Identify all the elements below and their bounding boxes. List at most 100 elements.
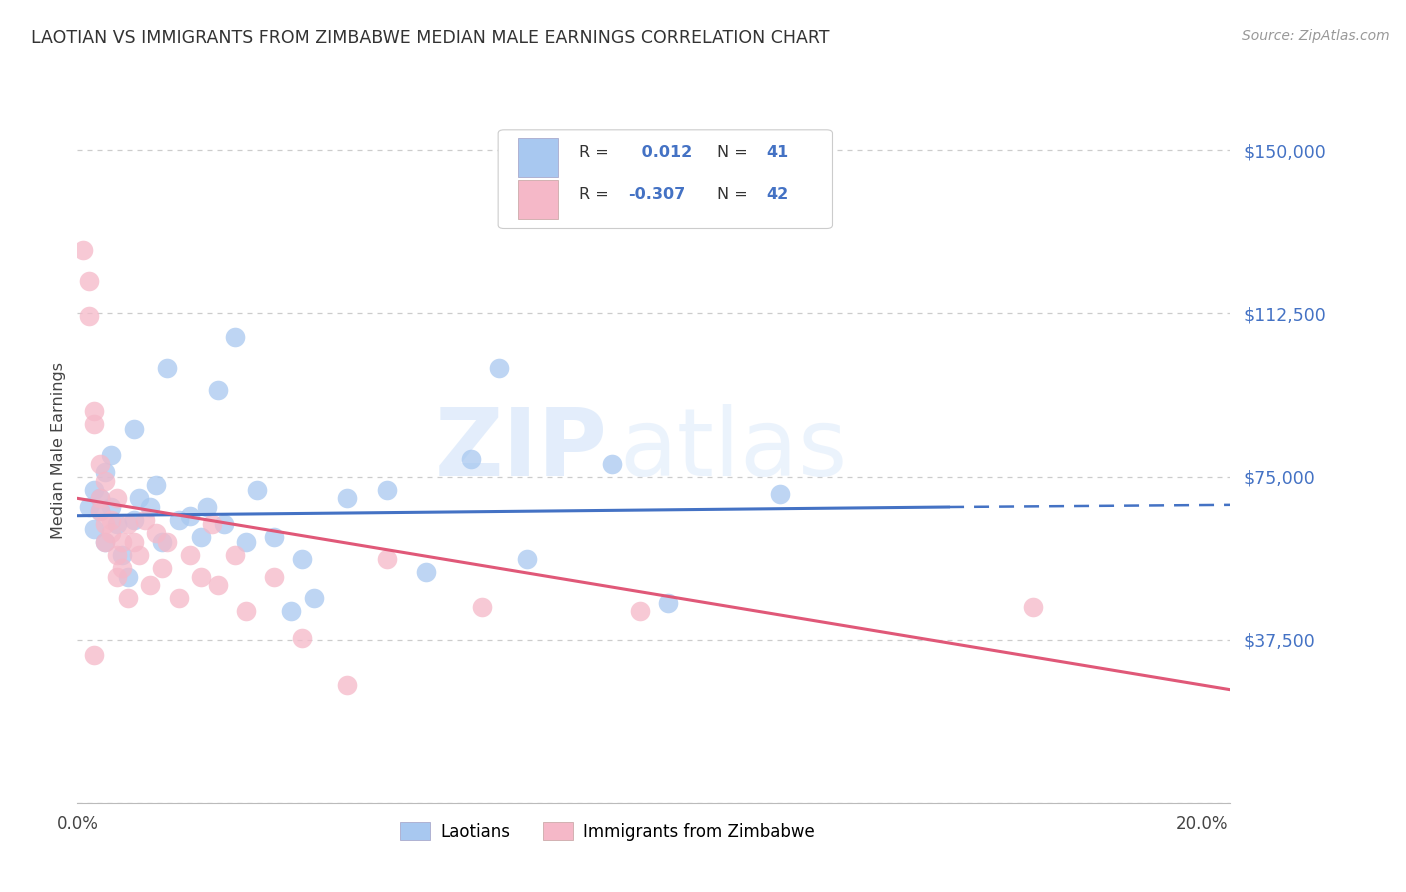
Point [375, 483, 398, 497]
Point [77, 274, 100, 288]
Point [100, 513, 122, 527]
Text: Source: ZipAtlas.com: Source: ZipAtlas.com [1241, 29, 1389, 43]
Point [83, 483, 105, 497]
Text: R =: R = [579, 145, 609, 160]
Point [150, 561, 173, 575]
Point [122, 534, 145, 549]
Point [336, 491, 359, 506]
Point [111, 534, 134, 549]
Point [89, 457, 111, 471]
Point [302, 591, 325, 606]
Text: R =: R = [579, 186, 609, 202]
Legend: Laotians, Immigrants from Zimbabwe: Laotians, Immigrants from Zimbabwe [394, 816, 823, 847]
Point [280, 604, 302, 618]
Point [122, 513, 145, 527]
Bar [517, 138, 558, 177]
Point [117, 591, 139, 606]
Point [134, 513, 156, 527]
Point [117, 517, 139, 532]
Point [291, 552, 314, 566]
Point [150, 534, 173, 549]
Point [657, 596, 679, 610]
Point [291, 631, 314, 645]
Point [167, 591, 190, 606]
Point [145, 526, 167, 541]
Point [207, 383, 229, 397]
Point [167, 513, 190, 527]
Point [105, 569, 128, 583]
Point [94, 534, 117, 549]
Point [111, 548, 134, 562]
Point [263, 531, 285, 545]
Point [77, 500, 100, 514]
Point [139, 500, 162, 514]
Point [100, 448, 122, 462]
Point [139, 578, 162, 592]
Point [83, 404, 105, 418]
Point [77, 309, 100, 323]
Text: atlas: atlas [619, 404, 848, 497]
Point [100, 500, 122, 514]
Text: 41: 41 [766, 145, 789, 160]
Point [471, 600, 494, 615]
Point [89, 491, 111, 506]
Point [145, 478, 167, 492]
Point [201, 517, 224, 532]
Point [179, 548, 201, 562]
Point [179, 508, 201, 523]
Point [94, 534, 117, 549]
Text: N =: N = [717, 145, 748, 160]
Point [105, 517, 128, 532]
Point [111, 561, 134, 575]
Text: ZIP: ZIP [434, 404, 607, 497]
Point [195, 500, 218, 514]
Text: LAOTIAN VS IMMIGRANTS FROM ZIMBABWE MEDIAN MALE EARNINGS CORRELATION CHART: LAOTIAN VS IMMIGRANTS FROM ZIMBABWE MEDI… [31, 29, 830, 46]
Point [128, 491, 150, 506]
Point [156, 360, 179, 375]
Point [628, 604, 651, 618]
Point [516, 552, 538, 566]
Point [128, 548, 150, 562]
Text: -0.307: -0.307 [628, 186, 686, 202]
Point [105, 548, 128, 562]
Point [207, 578, 229, 592]
Point [94, 517, 117, 532]
Point [488, 360, 510, 375]
Point [94, 465, 117, 479]
Point [89, 491, 111, 506]
Point [100, 526, 122, 541]
Point [235, 534, 257, 549]
Point [72, 244, 94, 258]
Point [105, 491, 128, 506]
Point [94, 474, 117, 488]
Point [460, 452, 482, 467]
Text: N =: N = [717, 186, 748, 202]
Point [235, 604, 257, 618]
Bar [517, 180, 558, 219]
Point [224, 548, 246, 562]
Point [212, 517, 235, 532]
Text: 42: 42 [766, 186, 789, 202]
Point [375, 552, 398, 566]
Text: 0.012: 0.012 [637, 145, 693, 160]
Point [1022, 600, 1045, 615]
Point [224, 330, 246, 344]
Point [336, 678, 359, 692]
Point [89, 504, 111, 518]
Point [122, 422, 145, 436]
FancyBboxPatch shape [498, 130, 832, 228]
Point [83, 417, 105, 432]
Point [190, 531, 212, 545]
Point [89, 504, 111, 518]
Y-axis label: Median Male Earnings: Median Male Earnings [51, 362, 66, 539]
Point [190, 569, 212, 583]
Point [769, 487, 792, 501]
Point [83, 648, 105, 662]
Point [117, 569, 139, 583]
Point [600, 457, 623, 471]
Point [263, 569, 285, 583]
Point [246, 483, 269, 497]
Point [415, 566, 437, 580]
Point [156, 534, 179, 549]
Point [83, 522, 105, 536]
